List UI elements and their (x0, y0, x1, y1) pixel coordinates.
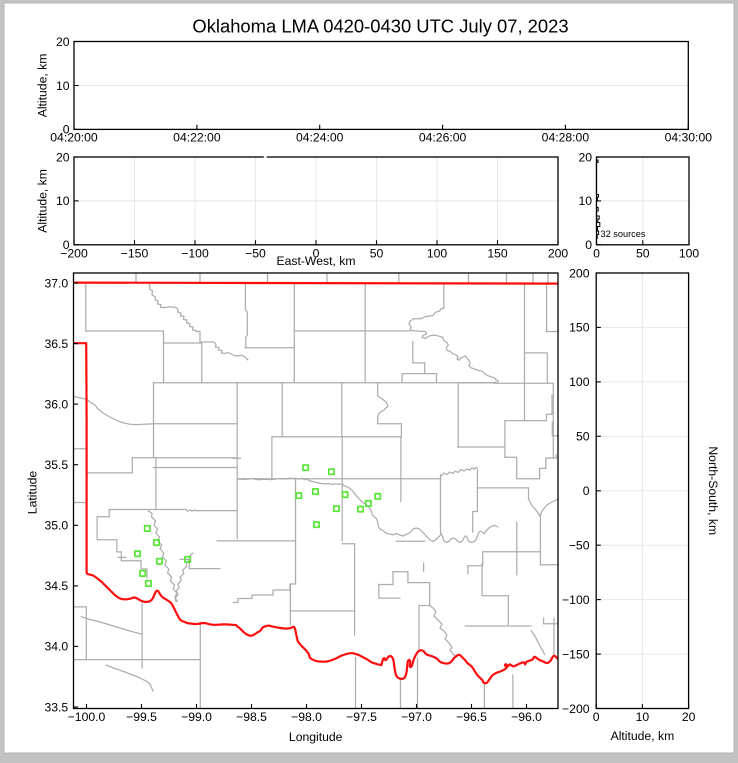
svg-text:−100: −100 (562, 593, 590, 607)
svg-text:0: 0 (583, 484, 590, 498)
svg-text:−100: −100 (181, 246, 209, 260)
svg-text:50: 50 (576, 430, 590, 444)
svg-text:−99.0: −99.0 (181, 710, 212, 724)
svg-text:33.5: 33.5 (44, 700, 68, 714)
svg-text:0: 0 (63, 238, 70, 252)
svg-text:32 sources: 32 sources (601, 229, 646, 239)
svg-text:100: 100 (427, 246, 448, 260)
svg-text:Altitude, km: Altitude, km (36, 169, 50, 233)
svg-text:04:30:00: 04:30:00 (665, 131, 713, 145)
svg-text:−97.5: −97.5 (346, 710, 377, 724)
svg-text:34.0: 34.0 (44, 640, 68, 654)
svg-text:35.0: 35.0 (44, 519, 68, 533)
svg-text:10: 10 (56, 194, 70, 208)
svg-text:0: 0 (313, 246, 320, 260)
svg-text:0: 0 (593, 246, 600, 260)
svg-text:50: 50 (636, 246, 650, 260)
svg-text:−97.0: −97.0 (401, 710, 432, 724)
svg-text:East-West, km: East-West, km (276, 254, 355, 268)
svg-text:−200: −200 (562, 702, 590, 716)
svg-text:−50: −50 (569, 539, 590, 553)
svg-text:−100.0: −100.0 (68, 710, 106, 724)
svg-text:20: 20 (578, 150, 592, 164)
svg-text:−96.5: −96.5 (456, 710, 487, 724)
svg-text:−50: −50 (245, 246, 266, 260)
svg-text:36.0: 36.0 (44, 397, 68, 411)
svg-text:−150: −150 (121, 246, 149, 260)
svg-text:Longitude: Longitude (289, 730, 343, 744)
svg-text:100: 100 (569, 375, 590, 389)
svg-text:0: 0 (593, 710, 600, 724)
svg-text:Altitude, km: Altitude, km (611, 729, 675, 743)
svg-text:150: 150 (569, 321, 590, 335)
svg-text:0: 0 (585, 238, 592, 252)
svg-text:10: 10 (56, 79, 70, 93)
svg-text:200: 200 (548, 246, 569, 260)
svg-text:100: 100 (679, 246, 700, 260)
svg-text:20: 20 (56, 35, 70, 49)
svg-text:04:26:00: 04:26:00 (419, 131, 467, 145)
svg-text:36.5: 36.5 (44, 337, 68, 351)
svg-text:04:20:00: 04:20:00 (50, 131, 98, 145)
svg-text:Latitude: Latitude (25, 471, 39, 515)
svg-text:04:22:00: 04:22:00 (173, 131, 221, 145)
svg-text:Altitude, km: Altitude, km (36, 54, 50, 118)
svg-text:−200: −200 (60, 246, 88, 260)
svg-text:200: 200 (569, 266, 590, 280)
svg-text:−99.5: −99.5 (126, 710, 157, 724)
svg-text:20: 20 (682, 710, 696, 724)
svg-text:20: 20 (56, 150, 70, 164)
svg-text:−98.0: −98.0 (291, 710, 322, 724)
svg-text:04:24:00: 04:24:00 (296, 131, 344, 145)
svg-text:0: 0 (63, 123, 70, 137)
svg-text:Oklahoma LMA 0420-0430 UTC Jul: Oklahoma LMA 0420-0430 UTC July 07, 2023 (192, 15, 568, 36)
svg-text:150: 150 (487, 246, 508, 260)
svg-text:50: 50 (370, 246, 384, 260)
svg-text:35.5: 35.5 (44, 458, 68, 472)
svg-text:04:28:00: 04:28:00 (542, 131, 590, 145)
svg-text:North-South, km: North-South, km (706, 446, 720, 535)
svg-text:10: 10 (578, 194, 592, 208)
svg-text:37.0: 37.0 (44, 276, 68, 290)
svg-text:−96.0: −96.0 (511, 710, 542, 724)
svg-text:−150: −150 (562, 647, 590, 661)
svg-text:34.5: 34.5 (44, 579, 68, 593)
svg-text:−98.5: −98.5 (236, 710, 267, 724)
svg-text:10: 10 (636, 710, 650, 724)
